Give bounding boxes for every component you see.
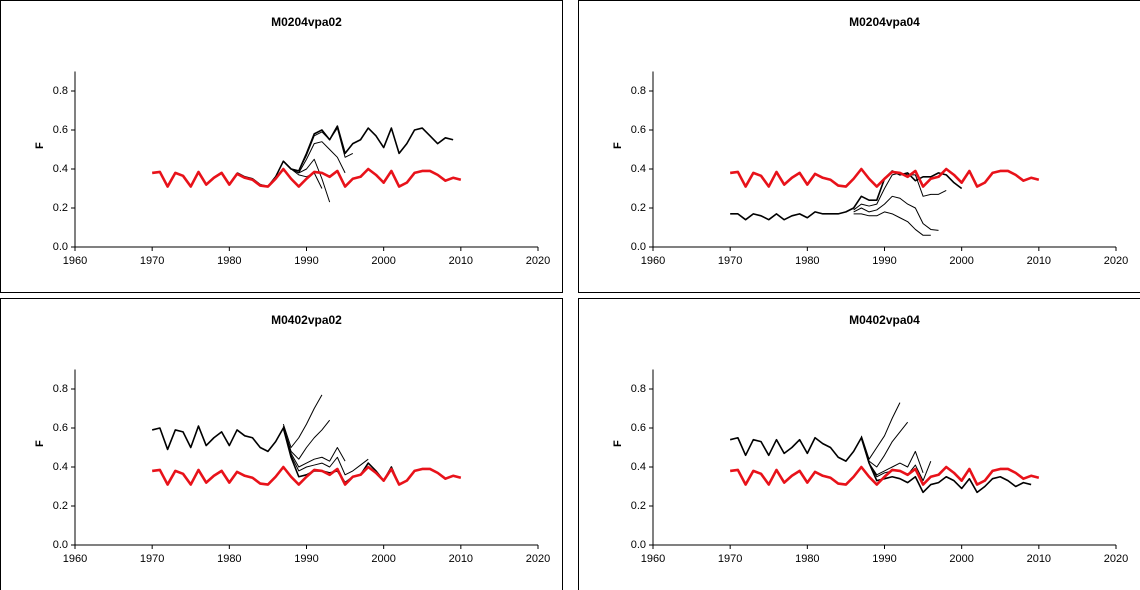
y-tick-label: 0.8 — [631, 383, 646, 395]
x-tick-label: 1960 — [641, 255, 665, 267]
chart-title: M0402vpa02 — [271, 313, 342, 327]
y-tick-label: 0.2 — [631, 202, 646, 214]
series-line — [730, 167, 1040, 188]
x-tick-label: 2020 — [1104, 553, 1128, 565]
panel: M0204vpa04 F 0.0 0.2 0.4 0.6 0.8 1960 1970 1980 19… — [578, 0, 1140, 293]
series-line — [282, 160, 323, 189]
series-line — [282, 427, 346, 468]
panel-border — [578, 298, 1140, 590]
y-tick-label: 0.6 — [631, 422, 646, 434]
y-tick-label: 0.8 — [631, 85, 646, 97]
y-axis-label: F — [34, 440, 46, 447]
x-tick-label: 2000 — [371, 255, 395, 267]
series-line — [860, 402, 901, 460]
panel-border — [0, 0, 563, 293]
series-line — [860, 421, 909, 468]
y-tick-label: 0.6 — [53, 422, 68, 434]
y-tick-label: 0.4 — [53, 461, 68, 473]
x-tick-label: 2000 — [949, 255, 973, 267]
x-tick-label: 1960 — [641, 553, 665, 565]
x-tick-label: 2010 — [449, 255, 473, 267]
y-tick-label: 0.2 — [53, 202, 68, 214]
x-tick-label: 1980 — [795, 255, 819, 267]
x-tick-label: 2010 — [449, 553, 473, 565]
x-tick-label: 2000 — [949, 553, 973, 565]
y-tick-label: 0.2 — [53, 500, 68, 512]
series-line — [853, 195, 939, 231]
y-tick-label: 0.6 — [631, 124, 646, 136]
y-tick-label: 0.8 — [53, 85, 68, 97]
x-tick-label: 1970 — [140, 553, 164, 565]
chart-title: M0204vpa02 — [271, 15, 342, 29]
x-tick-label: 2020 — [526, 255, 550, 267]
series-line — [730, 465, 1040, 486]
series-line — [282, 419, 331, 460]
y-tick-label: 0.8 — [53, 383, 68, 395]
y-tick-label: 0.0 — [631, 539, 646, 551]
chart-title: M0204vpa04 — [849, 15, 920, 29]
y-tick-label: 0.4 — [631, 461, 646, 473]
y-axis-label: F — [34, 142, 46, 149]
panel: M0204vpa02 F 0.0 0.2 0.4 0.6 0.8 1960 1970 1980 19… — [0, 0, 563, 293]
series-line — [282, 127, 354, 172]
x-tick-label: 1970 — [140, 255, 164, 267]
x-tick-label: 2010 — [1027, 255, 1051, 267]
series-line — [152, 465, 462, 486]
series-line — [730, 170, 963, 221]
y-tick-label: 0.0 — [53, 539, 68, 551]
y-tick-label: 0.0 — [631, 241, 646, 253]
panel: M0402vpa04 F 0.0 0.2 0.4 0.6 0.8 1960 1970 1980 19… — [578, 298, 1140, 590]
y-axis-label: F — [612, 440, 624, 447]
series-line — [282, 427, 369, 476]
series-line — [152, 167, 462, 188]
y-tick-label: 0.0 — [53, 241, 68, 253]
x-tick-label: 1960 — [63, 553, 87, 565]
x-tick-label: 1970 — [718, 255, 742, 267]
panel-border — [578, 0, 1140, 293]
y-tick-label: 0.6 — [53, 124, 68, 136]
x-tick-label: 1980 — [217, 553, 241, 565]
chart-title: M0402vpa04 — [849, 313, 920, 327]
series-line — [853, 211, 931, 236]
panel: M0402vpa02 F 0.0 0.2 0.4 0.6 0.8 1960 1970 1980 19… — [0, 298, 563, 590]
x-tick-label: 1990 — [294, 553, 318, 565]
x-tick-label: 1990 — [872, 255, 896, 267]
x-tick-label: 1970 — [718, 553, 742, 565]
y-axis-label: F — [612, 142, 624, 149]
x-tick-label: 2010 — [1027, 553, 1051, 565]
x-tick-label: 1960 — [63, 255, 87, 267]
x-tick-label: 1980 — [217, 255, 241, 267]
panel-border — [0, 298, 563, 590]
x-tick-label: 1990 — [294, 255, 318, 267]
x-tick-label: 2000 — [371, 553, 395, 565]
x-tick-label: 1980 — [795, 553, 819, 565]
series-line — [282, 394, 323, 448]
x-tick-label: 2020 — [526, 553, 550, 565]
y-tick-label: 0.4 — [53, 163, 68, 175]
x-tick-label: 2020 — [1104, 255, 1128, 267]
x-tick-label: 1990 — [872, 553, 896, 565]
y-tick-label: 0.2 — [631, 500, 646, 512]
y-tick-label: 0.4 — [631, 163, 646, 175]
